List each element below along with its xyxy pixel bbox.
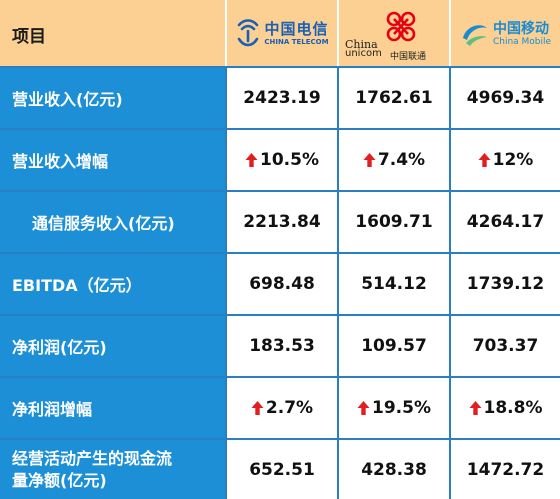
arrow-up-icon bbox=[245, 153, 258, 167]
column-divider bbox=[449, 68, 451, 499]
mobile-value: 12% bbox=[492, 150, 534, 170]
header-mobile-cell: 中国移动 China Mobile bbox=[451, 0, 560, 68]
header-unicom-cell: China unicom 中国联通 bbox=[339, 0, 449, 68]
unicom-name-cn: 中国联通 bbox=[390, 52, 427, 62]
telecom-name-en: CHINA TELECOM bbox=[264, 38, 329, 46]
arrow-up-icon bbox=[363, 153, 376, 167]
unicom-value-cell: 19.5% bbox=[339, 378, 449, 438]
mobile-name-en: China Mobile bbox=[492, 36, 552, 47]
mobile-value: 18.8% bbox=[483, 398, 543, 418]
arrow-up-icon bbox=[478, 153, 491, 167]
telecom-value: 698.48 bbox=[227, 254, 337, 314]
unicom-value: 109.57 bbox=[339, 316, 449, 376]
table-header: 项目 中国电信 CHINA TELECOM bbox=[0, 0, 560, 68]
row-divider bbox=[0, 190, 560, 192]
china-mobile-icon bbox=[462, 25, 487, 46]
row-divider bbox=[0, 314, 560, 316]
row-divider bbox=[0, 438, 560, 440]
row-divider bbox=[0, 66, 560, 68]
china-telecom-icon bbox=[238, 19, 259, 47]
telecom-value: 2.7% bbox=[265, 398, 314, 418]
header-item-label: 项目 bbox=[12, 26, 46, 47]
mobile-value: 1472.72 bbox=[451, 440, 560, 499]
unicom-value: 514.12 bbox=[339, 254, 449, 314]
mobile-value: 4264.17 bbox=[451, 192, 560, 252]
mobile-value: 1739.12 bbox=[451, 254, 560, 314]
column-divider bbox=[225, 68, 227, 499]
row-label: 通信服务收入(亿元) bbox=[0, 192, 225, 252]
unicom-value-cell: 7.4% bbox=[339, 130, 449, 190]
mobile-value: 703.37 bbox=[451, 316, 560, 376]
table-row: 营业收入增幅 10.5% 7.4% 12% bbox=[0, 130, 560, 190]
row-divider bbox=[0, 128, 560, 130]
unicom-name-china: China bbox=[345, 38, 378, 51]
mobile-name-cn: 中国移动 bbox=[492, 20, 549, 37]
unicom-value: 1609.71 bbox=[339, 192, 449, 252]
row-label: 净利润(亿元) bbox=[0, 316, 225, 376]
telecom-value: 652.51 bbox=[227, 440, 337, 499]
header-telecom-cell: 中国电信 CHINA TELECOM bbox=[227, 0, 337, 68]
telecom-value: 2213.84 bbox=[227, 192, 337, 252]
row-label-line2: 量净额(亿元) bbox=[12, 470, 107, 490]
table-row: EBITDA（亿元） 698.48 514.12 1739.12 bbox=[0, 254, 560, 314]
row-divider bbox=[0, 252, 560, 254]
china-unicom-logo: China unicom 中国联通 bbox=[343, 8, 445, 62]
mobile-value: 4969.34 bbox=[451, 68, 560, 128]
arrow-up-icon bbox=[469, 401, 481, 415]
table-row: 营业收入(亿元) 2423.19 1762.61 4969.34 bbox=[0, 68, 560, 128]
mobile-value-cell: 12% bbox=[451, 130, 560, 190]
telecom-value-cell: 10.5% bbox=[227, 130, 337, 190]
table-row: 净利润(亿元) 183.53 109.57 703.37 bbox=[0, 316, 560, 376]
telecom-name-cn: 中国电信 bbox=[264, 20, 329, 38]
telecom-value: 2423.19 bbox=[227, 68, 337, 128]
unicom-value: 19.5% bbox=[372, 398, 431, 418]
arrow-up-icon bbox=[357, 401, 370, 415]
unicom-knot-icon bbox=[386, 11, 416, 42]
telecom-value: 10.5% bbox=[260, 150, 319, 170]
row-label: 净利润增幅 bbox=[0, 378, 225, 438]
table-row: 经营活动产生的现金流 量净额(亿元) 652.51 428.38 1472.72 bbox=[0, 440, 560, 499]
table-row: 通信服务收入(亿元) 2213.84 1609.71 4264.17 bbox=[0, 192, 560, 252]
row-label: EBITDA（亿元） bbox=[0, 254, 225, 314]
arrow-up-icon bbox=[251, 401, 264, 415]
column-divider bbox=[337, 68, 339, 499]
row-label-line1: 经营活动产生的现金流 bbox=[12, 448, 173, 468]
telecom-value: 183.53 bbox=[227, 316, 337, 376]
row-label: 营业收入增幅 bbox=[0, 130, 225, 190]
row-label: 营业收入(亿元) bbox=[0, 68, 225, 128]
unicom-value: 1762.61 bbox=[339, 68, 449, 128]
row-divider bbox=[0, 376, 560, 378]
unicom-value: 7.4% bbox=[377, 150, 426, 170]
unicom-name-unicom: unicom bbox=[345, 48, 382, 59]
header-item-cell: 项目 bbox=[0, 0, 225, 68]
telecom-value-cell: 2.7% bbox=[227, 378, 337, 438]
unicom-value: 428.38 bbox=[339, 440, 449, 499]
table-row: 净利润增幅 2.7% 19.5% 18.8% bbox=[0, 378, 560, 438]
row-label: 经营活动产生的现金流 量净额(亿元) bbox=[0, 440, 225, 499]
china-telecom-logo: 中国电信 CHINA TELECOM bbox=[235, 17, 329, 51]
china-mobile-logo: 中国移动 China Mobile bbox=[460, 20, 551, 48]
mobile-value-cell: 18.8% bbox=[451, 378, 560, 438]
